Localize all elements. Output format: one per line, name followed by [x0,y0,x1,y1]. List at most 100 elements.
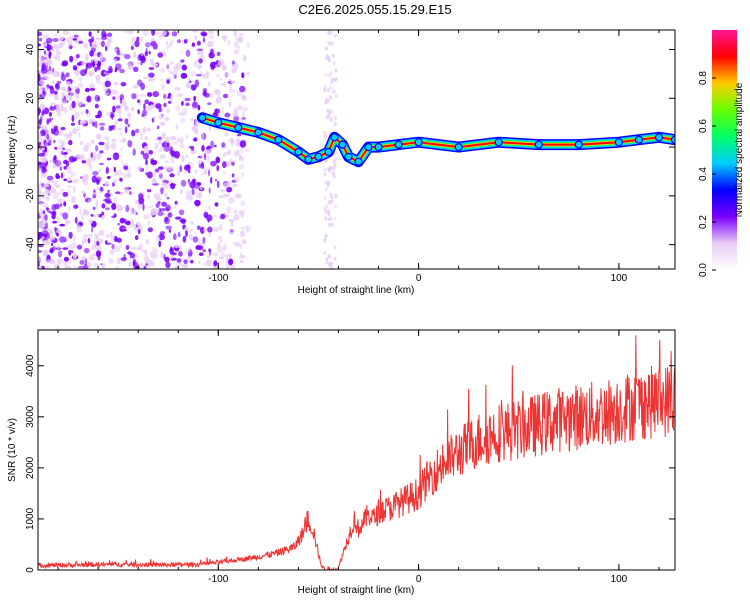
noise-speck [239,140,247,148]
noise-speck [171,182,174,186]
noise-speck [233,209,238,215]
noise-speck [42,230,49,237]
noise-speck [67,185,72,189]
noise-speck [53,73,58,77]
noise-speck [229,160,236,163]
noise-speck [116,169,123,176]
noise-speck [221,142,226,148]
noise-speck [65,72,70,78]
y-tick-label: -40 [25,237,36,252]
noise-speck [41,111,44,116]
noise-speck [155,203,160,209]
noise-speck [137,109,140,115]
noise-speck [125,244,130,250]
noise-speck [63,151,68,155]
noise-speck [87,237,91,244]
noise-speck [196,40,201,46]
noise-speck [163,145,170,152]
noise-speck [88,71,95,76]
noise-speck [99,162,104,166]
noise-speck [48,119,52,123]
noise-speck [189,228,193,233]
streak-speck [323,207,327,212]
noise-speck [142,203,145,211]
noise-speck [46,196,50,202]
noise-speck [88,119,92,124]
colorbar-gradient [712,30,737,270]
noise-speck [158,170,162,175]
noise-speck [150,251,156,258]
colorbar-tick-label: 0.6 [698,119,709,133]
streak-speck [329,85,333,90]
noise-speck [45,37,53,44]
noise-speck [191,42,195,47]
noise-speck [228,253,232,259]
noise-speck [63,256,69,262]
noise-speck [43,91,47,96]
noise-speck [212,214,217,218]
noise-speck [194,79,200,88]
noise-speck [174,205,177,209]
noise-speck [200,31,207,37]
ridge-point [494,138,503,147]
noise-speck [81,160,87,164]
noise-speck [227,258,234,266]
noise-speck [89,50,94,57]
noise-speck [142,30,149,37]
noise-speck [198,245,204,251]
ridge-point [374,143,383,152]
noise-speck [164,165,171,173]
noise-speck [66,219,69,225]
noise-speck [88,219,93,224]
streak-speck [333,163,337,167]
noise-speck [220,77,223,82]
noise-speck [60,126,66,131]
noise-speck [127,123,130,128]
noise-speck [157,166,164,170]
noise-speck [132,148,136,156]
noise-speck [216,73,220,78]
streak-speck [327,254,331,259]
noise-speck [152,246,155,253]
noise-speck [124,126,128,134]
streak-speck [328,223,332,227]
noise-speck [159,154,166,160]
noise-speck [158,34,164,39]
noise-speck [116,237,122,243]
noise-speck [68,140,73,146]
noise-speck [176,258,182,263]
noise-speck [206,214,213,222]
noise-speck [121,98,127,105]
noise-speck [142,109,148,117]
noise-speck [123,253,126,260]
noise-speck [99,150,104,154]
noise-speck [81,119,87,124]
streak-speck [334,194,338,199]
streak-speck [332,89,336,94]
noise-speck [104,192,111,198]
noise-speck [61,150,64,155]
noise-speck [239,243,243,250]
noise-speck [200,173,204,177]
noise-speck [42,156,48,164]
noise-speck [159,121,166,127]
noise-speck [68,130,73,138]
noise-speck [136,246,142,251]
noise-speck [146,193,150,200]
noise-speck [53,128,59,136]
noise-speck [237,105,243,111]
noise-speck [71,114,75,123]
noise-speck [194,199,201,207]
noise-speck [192,236,199,243]
streak-speck [323,195,327,200]
noise-speck [165,261,171,269]
noise-speck [40,142,44,148]
noise-speck [240,226,245,230]
noise-speck [148,67,155,70]
noise-speck [113,126,118,131]
noise-speck [38,222,45,229]
noise-speck [85,62,89,71]
noise-speck [207,42,214,48]
noise-speck [161,201,167,207]
